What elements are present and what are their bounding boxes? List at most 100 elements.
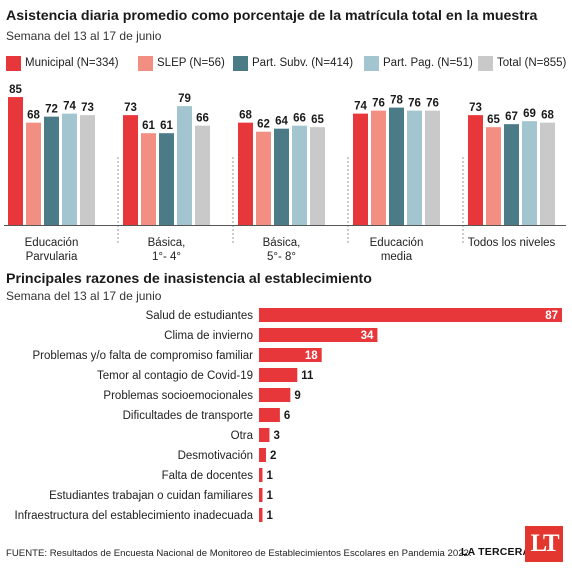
reason-value-label: 9 [294, 390, 300, 402]
attendance-bar-chart: 85 68 72 74 73 Educación Parvularia 73 61 61 79 66 B… [4, 84, 566, 263]
bar-value-label: 74 [354, 101, 367, 113]
bar-value-label: 73 [81, 102, 94, 114]
legend-label-slep: SLEP (N=56) [157, 57, 225, 69]
bar-value-label: 78 [390, 95, 403, 107]
reason-value-label: 3 [273, 430, 279, 442]
bar-4-4 [540, 122, 555, 225]
bar-value-label: 68 [27, 110, 40, 122]
bar-value-label: 85 [9, 84, 22, 96]
bar-value-label: 61 [142, 120, 155, 132]
legend-label-part-subv: Part. Subv. (N=414) [252, 57, 354, 69]
reason-bar-0 [259, 308, 562, 322]
bar-3-4 [425, 110, 440, 225]
reason-label: Clima de invierno [164, 330, 253, 342]
chart2-title: Principales razones de inasistencia al e… [6, 271, 372, 287]
reason-label: Temor al contagio de Covid-19 [97, 370, 253, 382]
reason-value-label: 6 [284, 410, 290, 422]
reason-label: Estudiantes trabajan o cuidan familiares [49, 490, 253, 502]
legend-label-part-pag: Part. Pag. (N=51) [383, 57, 473, 69]
legend-swatch-slep [138, 55, 153, 71]
legend-label-total: Total (N=855) [497, 57, 567, 69]
reason-bar-5 [259, 408, 280, 422]
bar-value-label: 69 [523, 108, 536, 120]
bar-4-2 [504, 124, 519, 225]
reason-value-label: 18 [305, 350, 318, 362]
bar-4-1 [486, 127, 501, 225]
reason-bar-2 [259, 348, 322, 362]
category-label: 1°- 4° [152, 251, 181, 263]
bar-2-4 [310, 127, 325, 225]
reason-value-label: 1 [266, 490, 273, 502]
bar-2-3 [292, 125, 307, 225]
legend-item-slep: SLEP (N=56) [138, 54, 225, 72]
reason-bar-9 [259, 488, 263, 502]
reasons-bar-chart: Salud de estudiantes 87 Clima de invierno 3… [15, 308, 562, 522]
bar-0-0 [8, 97, 23, 225]
legend-swatch-part-subv [233, 55, 248, 71]
legend-item-municipal: Municipal (N=334) [6, 54, 119, 72]
bar-1-1 [141, 133, 156, 225]
bar-1-0 [123, 115, 138, 225]
bar-2-1 [256, 131, 271, 225]
bar-0-1 [26, 122, 41, 225]
category-label: Educación [370, 237, 424, 249]
reason-label: Problemas y/o falta de compromiso famili… [33, 350, 254, 362]
legend-swatch-municipal [6, 55, 21, 71]
bar-value-label: 68 [541, 110, 554, 122]
reason-value-label: 87 [545, 310, 558, 322]
bar-value-label: 73 [124, 102, 137, 114]
category-label: Educación [25, 237, 79, 249]
bar-3-2 [389, 107, 404, 225]
bar-value-label: 67 [505, 111, 518, 123]
bar-0-4 [80, 115, 95, 225]
bar-value-label: 65 [487, 114, 500, 126]
reason-label: Falta de docentes [162, 470, 254, 482]
reason-value-label: 34 [361, 330, 374, 342]
legend: Municipal (N=334) SLEP (N=56) Part. Subv… [6, 54, 572, 72]
reason-bar-6 [259, 428, 270, 442]
legend-item-part-subv: Part. Subv. (N=414) [233, 54, 353, 72]
bar-value-label: 72 [45, 104, 58, 116]
reason-label: Dificultades de transporte [123, 410, 253, 422]
bar-1-2 [159, 133, 174, 225]
category-label: 5°- 8° [267, 251, 296, 263]
reason-value-label: 1 [266, 510, 273, 522]
bar-value-label: 68 [239, 110, 252, 122]
bar-2-0 [238, 122, 253, 225]
bar-value-label: 76 [408, 98, 421, 110]
bar-value-label: 64 [275, 116, 288, 128]
bar-2-2 [274, 128, 289, 225]
reason-bar-8 [259, 468, 263, 482]
bar-3-3 [407, 110, 422, 225]
legend-swatch-total [478, 55, 493, 71]
chart2-subtitle: Semana del 13 al 17 de junio [6, 289, 162, 303]
category-label: Todos los niveles [468, 237, 556, 249]
bar-value-label: 76 [372, 98, 385, 110]
bar-value-label: 79 [178, 93, 191, 105]
bar-1-3 [177, 106, 192, 225]
la-tercera-logo: LT [525, 526, 563, 562]
source-note: FUENTE: Resultados de Encuesta Nacional … [6, 548, 472, 559]
bar-0-3 [62, 113, 77, 225]
bar-value-label: 66 [196, 113, 209, 125]
bar-value-label: 74 [63, 101, 76, 113]
category-label: Parvularia [26, 251, 78, 263]
bar-value-label: 65 [311, 114, 324, 126]
category-label: Básica, [263, 237, 301, 249]
reason-bar-3 [259, 368, 298, 382]
legend-item-total: Total (N=855) [478, 54, 566, 72]
reason-bar-4 [259, 388, 291, 402]
reason-label: Salud de estudiantes [146, 310, 254, 322]
bar-1-4 [195, 125, 210, 225]
reason-bar-10 [259, 508, 263, 522]
reason-label: Problemas socioemocionales [103, 390, 253, 402]
brand-name: LA TERCERA [461, 546, 531, 558]
bar-value-label: 62 [257, 119, 270, 131]
legend-swatch-part-pag [364, 55, 379, 71]
chart1-title: Asistencia diaria promedio como porcenta… [6, 8, 538, 24]
bar-value-label: 76 [426, 98, 439, 110]
bar-value-label: 73 [469, 102, 482, 114]
bar-value-label: 61 [160, 120, 173, 132]
reason-value-label: 1 [266, 470, 273, 482]
reason-bar-1 [259, 328, 378, 342]
